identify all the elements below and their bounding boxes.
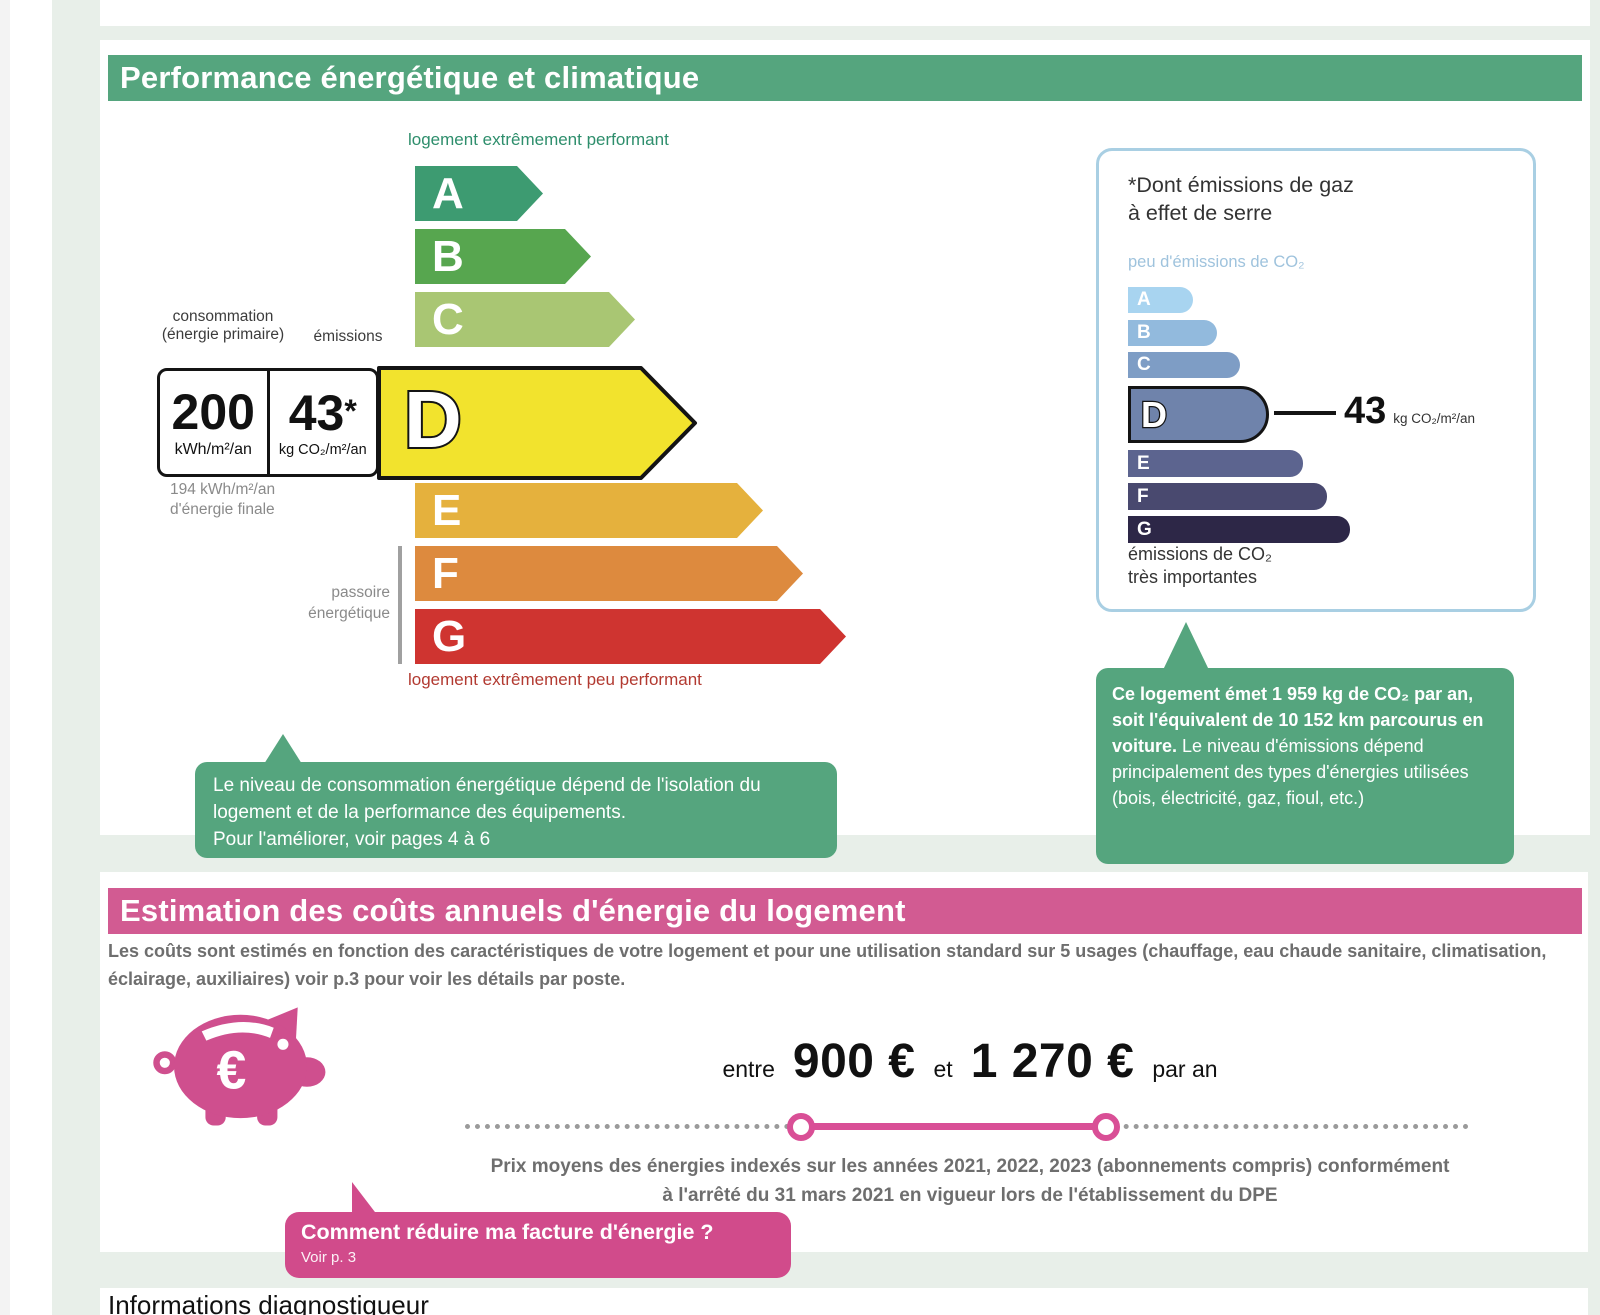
performance-section-title: Performance énergétique et climatique [120, 60, 700, 95]
cost-section-banner: Estimation des coûts annuels d'énergie d… [108, 888, 1582, 934]
energy-class-g-letter: G [432, 611, 467, 661]
cost-suffix: par an [1152, 1056, 1218, 1082]
cost-conjunction: et [933, 1056, 953, 1082]
co2-class-a-bar: A [1128, 287, 1193, 313]
energy-sieve-bracket [398, 546, 402, 664]
energy-class-d-arrow [377, 366, 697, 480]
co2-value-unit: kg CO₂/m²/an [1393, 411, 1476, 426]
co2-value: 43 [1344, 390, 1387, 432]
cost-range-max-knob [1092, 1113, 1120, 1141]
reduce-bill-page-ref: Voir p. 3 [301, 1249, 357, 1266]
co2-class-f-bar: F [1128, 483, 1327, 510]
co2-high-caption: émissions de CO₂ très importantes [1128, 544, 1273, 588]
energy-class-b-arrow: B [415, 229, 591, 284]
co2-panel-title: *Dont émissions de gaz à effet de serre [1128, 173, 1354, 225]
emissions-value: 43* [288, 384, 357, 441]
energy-class-a-letter: A [432, 168, 464, 218]
consumption-tooltip: Le niveau de consommation énergétique dé… [195, 762, 837, 858]
co2-class-e-letter: E [1137, 452, 1150, 474]
energy-class-f-letter: F [432, 548, 459, 598]
diagnostician-info-title: Informations diagnostiqueur [108, 1290, 429, 1315]
emissions-tooltip-bold: Ce logement émet 1 959 kg de CO₂ par an,… [1112, 684, 1484, 757]
energy-class-b-letter: B [432, 231, 464, 281]
emissions-unit: kg CO₂/m²/an [278, 441, 367, 458]
cost-prefix: entre [722, 1056, 775, 1082]
cost-intro-text: Les coûts sont estimés en fonction des c… [108, 941, 1547, 989]
co2-class-a-letter: A [1137, 289, 1151, 310]
right-tooltip-pointer [1163, 622, 1209, 670]
left-tooltip-pointer [264, 734, 302, 764]
annual-cost-row: entre 900 € et 1 270 € par an [600, 1034, 1340, 1089]
energy-class-d-shape [377, 366, 697, 480]
price-index-note: Prix moyens des énergies indexés sur les… [490, 1156, 1450, 1207]
performance-section-banner: Performance énergétique et climatique [108, 55, 1582, 101]
cost-range-bar [800, 1123, 1106, 1130]
emissions-label: émissions [313, 328, 383, 345]
piggy-euro-symbol: € [217, 1042, 247, 1101]
co2-class-b-letter: B [1137, 322, 1151, 343]
energy-class-g-arrow: G [415, 609, 846, 664]
final-energy-note: 194 kWh/m²/an d'énergie finale [170, 481, 276, 519]
emissions-tooltip-text: Le niveau d'émissions dépend principalem… [1112, 736, 1469, 809]
co2-value-connector-line [1274, 411, 1336, 415]
previous-card-remnant [100, 0, 1590, 26]
consumption-value: 200 [171, 384, 255, 440]
co2-class-g-bar: G [1128, 516, 1350, 543]
co2-low-caption: peu d'émissions de CO₂ [1128, 253, 1305, 271]
co2-class-g-letter: G [1137, 518, 1152, 540]
scale-top-caption: logement extrêmement performant [408, 130, 669, 149]
co2-class-c-bar: C [1128, 352, 1240, 378]
piggy-eye [277, 1038, 289, 1050]
cost-max-value: 1 270 € [970, 1035, 1135, 1088]
co2-class-b-bar: B [1128, 320, 1217, 346]
co2-class-c-letter: C [1137, 354, 1151, 375]
cost-section-title: Estimation des coûts annuels d'énergie d… [120, 893, 906, 928]
piggy-body [174, 1014, 307, 1119]
cost-card [100, 872, 1588, 1252]
energy-class-f-arrow: F [415, 546, 803, 601]
emissions-cell: 43* kg CO₂/m²/an [270, 371, 377, 474]
co2-class-e-bar: E [1128, 450, 1303, 477]
reduce-bill-question: Comment réduire ma facture d'énergie ? [301, 1220, 714, 1244]
rating-values-box: 200 kWh/m²/an 43* kg CO₂/m²/an [157, 368, 379, 477]
consumption-cell: 200 kWh/m²/an [160, 371, 270, 474]
cost-range-min-knob [787, 1113, 815, 1141]
reduce-bill-tooltip: Comment réduire ma facture d'énergie ? V… [285, 1212, 791, 1278]
piggy-coin-slot [201, 1022, 274, 1041]
emissions-tooltip: Ce logement émet 1 959 kg de CO₂ par an,… [1096, 668, 1514, 864]
energy-class-e-letter: E [432, 485, 462, 535]
co2-class-f-letter: F [1137, 485, 1149, 507]
info-card [100, 1288, 1588, 1315]
cost-min-value: 900 € [792, 1035, 916, 1088]
emissions-asterisk: * [344, 392, 357, 429]
energy-sieve-label: passoire énergétique [308, 584, 390, 622]
scale-bottom-caption: logement extrêmement peu performant [408, 670, 702, 689]
co2-value-group: 43 kg CO₂/m²/an [1344, 390, 1475, 433]
page-edge [0, 0, 10, 1315]
co2-class-d-letter: D [1140, 392, 1169, 436]
consumption-label: consommation (énergie primaire) [161, 308, 285, 344]
energy-class-d-letter: D [402, 373, 464, 466]
co2-class-d-bar: D [1128, 386, 1269, 443]
piggy-bank-icon: € [153, 1007, 326, 1126]
consumption-unit: kWh/m²/an [174, 441, 252, 458]
piggy-tail [153, 1051, 177, 1075]
energy-class-e-arrow: E [415, 483, 763, 538]
energy-class-c-arrow: C [415, 292, 635, 347]
pink-tooltip-pointer [352, 1182, 378, 1216]
energy-class-c-letter: C [432, 294, 464, 344]
energy-class-a-arrow: A [415, 166, 543, 221]
